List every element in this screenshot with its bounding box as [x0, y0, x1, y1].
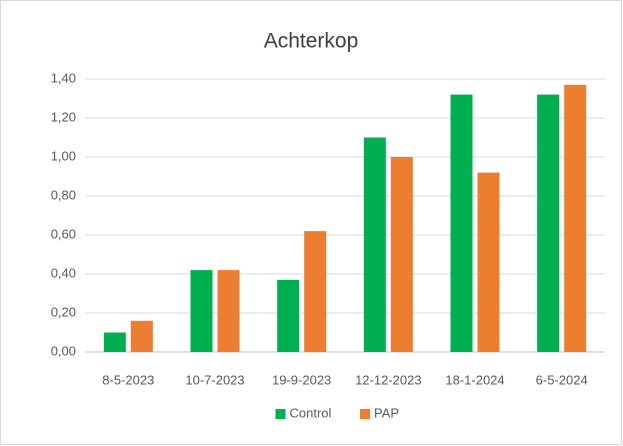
bar: [217, 270, 240, 352]
bar: [277, 279, 300, 352]
x-tick-label: 10-7-2023: [185, 372, 244, 387]
y-tick-label: 1,40: [51, 70, 76, 85]
x-tick-label: 18-1-2024: [445, 372, 504, 387]
bar: [390, 157, 413, 352]
legend-swatch: [275, 409, 286, 419]
x-tick-label: 8-5-2023: [102, 372, 154, 387]
bar: [130, 320, 153, 352]
bar: [363, 137, 386, 352]
bar: [450, 94, 473, 352]
y-tick-label: 1,00: [51, 148, 76, 163]
y-tick-label: 0,80: [51, 187, 76, 202]
bar: [477, 172, 500, 352]
legend-label: PAP: [374, 405, 399, 420]
x-tick-label: 6-5-2024: [536, 372, 588, 387]
x-tick-label: 19-9-2023: [272, 372, 331, 387]
legend-swatch: [360, 409, 370, 419]
x-tick-label: 12-12-2023: [355, 372, 422, 387]
bar: [304, 231, 327, 352]
legend-label: Control: [290, 405, 332, 420]
bar: [103, 332, 126, 352]
y-tick-label: 0,40: [51, 265, 76, 280]
y-tick-label: 0,20: [51, 304, 76, 319]
bar: [190, 270, 213, 352]
chart-title: Achterkop: [264, 30, 359, 53]
y-tick-label: 0,00: [51, 343, 76, 358]
bar: [537, 94, 560, 352]
y-tick-label: 1,20: [51, 109, 76, 124]
bar: [564, 84, 587, 352]
y-tick-label: 0,60: [51, 226, 76, 241]
